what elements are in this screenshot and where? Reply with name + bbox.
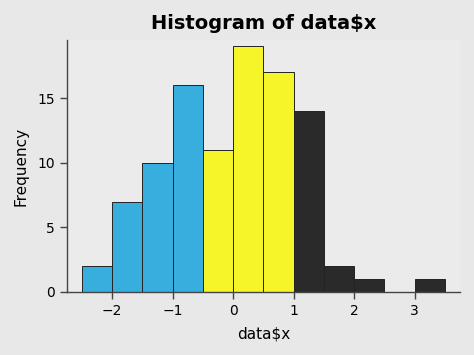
Bar	[354, 279, 384, 292]
Bar	[324, 266, 354, 292]
Bar	[203, 150, 233, 292]
Bar	[82, 266, 112, 292]
Bar	[264, 72, 294, 292]
Bar	[112, 202, 142, 292]
Bar	[233, 47, 264, 292]
Bar	[294, 111, 324, 292]
X-axis label: data$x: data$x	[237, 326, 290, 341]
Bar	[142, 163, 173, 292]
Title: Histogram of data$x: Histogram of data$x	[151, 14, 376, 33]
Bar	[415, 279, 445, 292]
Y-axis label: Frequency: Frequency	[14, 126, 29, 206]
Bar	[173, 85, 203, 292]
